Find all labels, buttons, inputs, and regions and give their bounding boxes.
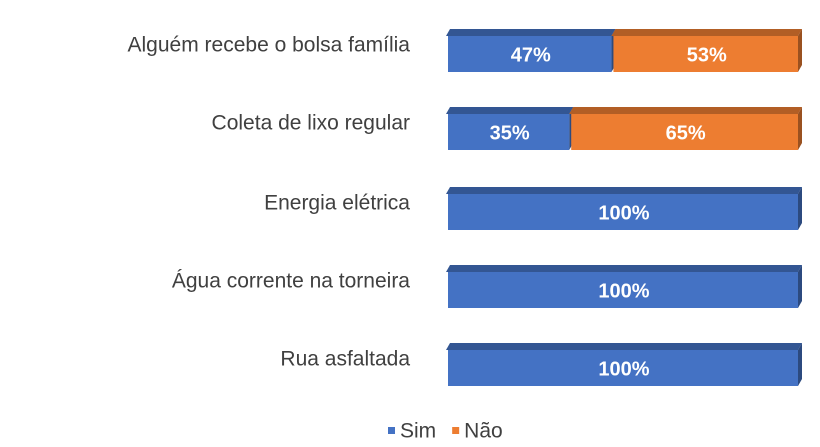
category-label: Energia elétrica	[264, 192, 410, 215]
bar-top	[446, 187, 802, 194]
bar	[448, 114, 570, 150]
value-label: 65%	[666, 122, 706, 144]
category-label: Coleta de lixo regular	[212, 112, 410, 135]
category-label: Alguém recebe o bolsa família	[128, 34, 411, 57]
bar-top	[446, 29, 616, 36]
value-label: 100%	[598, 202, 649, 224]
value-label: 35%	[490, 122, 530, 144]
value-label: 53%	[687, 44, 727, 66]
value-label: 100%	[598, 358, 649, 380]
bar-side	[798, 107, 802, 150]
bar-top	[446, 343, 802, 350]
legend-swatch	[388, 427, 395, 434]
bar	[448, 194, 798, 230]
bar-top	[446, 265, 802, 272]
category-label: Água corrente na torneira	[172, 270, 410, 293]
bar-side	[798, 343, 802, 386]
bar-side	[798, 187, 802, 230]
bar	[613, 36, 798, 72]
bar-side	[798, 265, 802, 308]
legend-label: Não	[464, 420, 503, 443]
bar-top	[569, 107, 802, 114]
category-label: Rua asfaltada	[280, 348, 410, 371]
value-label: 47%	[511, 44, 551, 66]
bar	[448, 350, 798, 386]
bar-top	[446, 107, 574, 114]
legend-swatch	[452, 427, 460, 434]
legend-label: Sim	[400, 420, 436, 443]
bar	[448, 272, 798, 308]
bar-side	[798, 29, 802, 72]
value-label: 100%	[598, 280, 649, 302]
bar	[571, 114, 798, 150]
bar	[448, 36, 612, 72]
bar-top	[611, 29, 802, 36]
